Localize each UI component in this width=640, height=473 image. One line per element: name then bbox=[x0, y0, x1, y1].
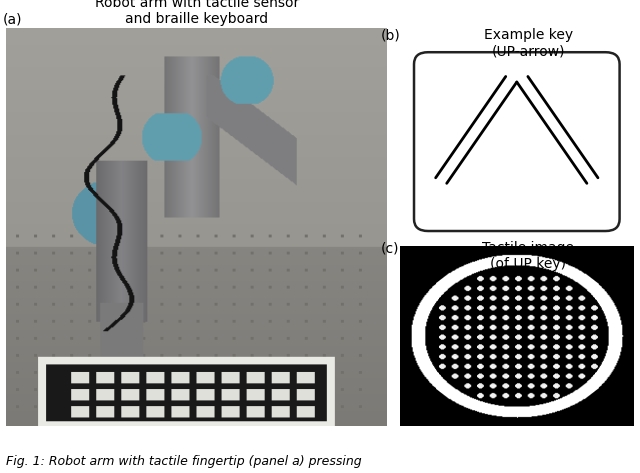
Text: Robot arm with tactile sensor
and braille keyboard: Robot arm with tactile sensor and braill… bbox=[95, 0, 299, 26]
Text: Fig. 1: Robot arm with tactile fingertip (panel a) pressing: Fig. 1: Robot arm with tactile fingertip… bbox=[6, 455, 362, 468]
FancyBboxPatch shape bbox=[414, 52, 620, 231]
Text: (c): (c) bbox=[381, 241, 399, 255]
Text: (b): (b) bbox=[381, 28, 401, 43]
Text: Tactile image
(of UP key): Tactile image (of UP key) bbox=[483, 241, 575, 272]
Text: Example key
(UP-arrow): Example key (UP-arrow) bbox=[484, 28, 573, 59]
Text: (a): (a) bbox=[3, 12, 22, 26]
